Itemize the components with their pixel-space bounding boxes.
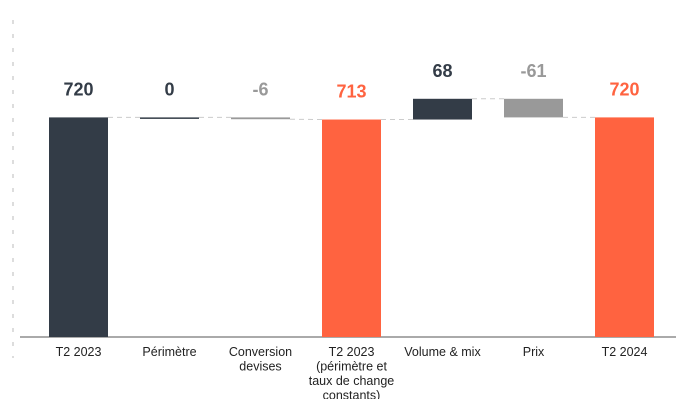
bar-1 <box>140 117 199 119</box>
category-label-2: Conversion devises <box>229 345 292 374</box>
category-labels: T2 2023 Périmètre Conversion devises T2 2023… <box>56 345 648 399</box>
category-label-4: Volume & mix <box>404 345 481 359</box>
bar-5 <box>504 98 563 118</box>
bar-2 <box>231 117 290 120</box>
bar-3 <box>322 119 381 337</box>
value-label-4: 68 <box>432 61 452 81</box>
bar-4 <box>413 98 472 120</box>
bar-6 <box>595 117 654 338</box>
category-label-6: T2 2024 <box>602 345 648 359</box>
category-label-0: T2 2023 <box>56 345 102 359</box>
value-label-5: -61 <box>520 61 546 81</box>
value-labels: 720 0 -6 713 68 -61 720 <box>63 61 639 102</box>
value-label-2: -6 <box>252 79 268 99</box>
value-label-1: 0 <box>164 79 174 99</box>
bars-group <box>49 98 654 338</box>
category-label-1: Périmètre <box>142 345 196 359</box>
category-label-5: Prix <box>523 345 545 359</box>
value-label-0: 720 <box>63 79 93 99</box>
value-label-3: 713 <box>336 82 366 102</box>
bar-0 <box>49 117 108 338</box>
value-label-6: 720 <box>609 79 639 99</box>
category-label-3: T2 2023 (périmètre et taux de change consta… <box>309 345 395 399</box>
